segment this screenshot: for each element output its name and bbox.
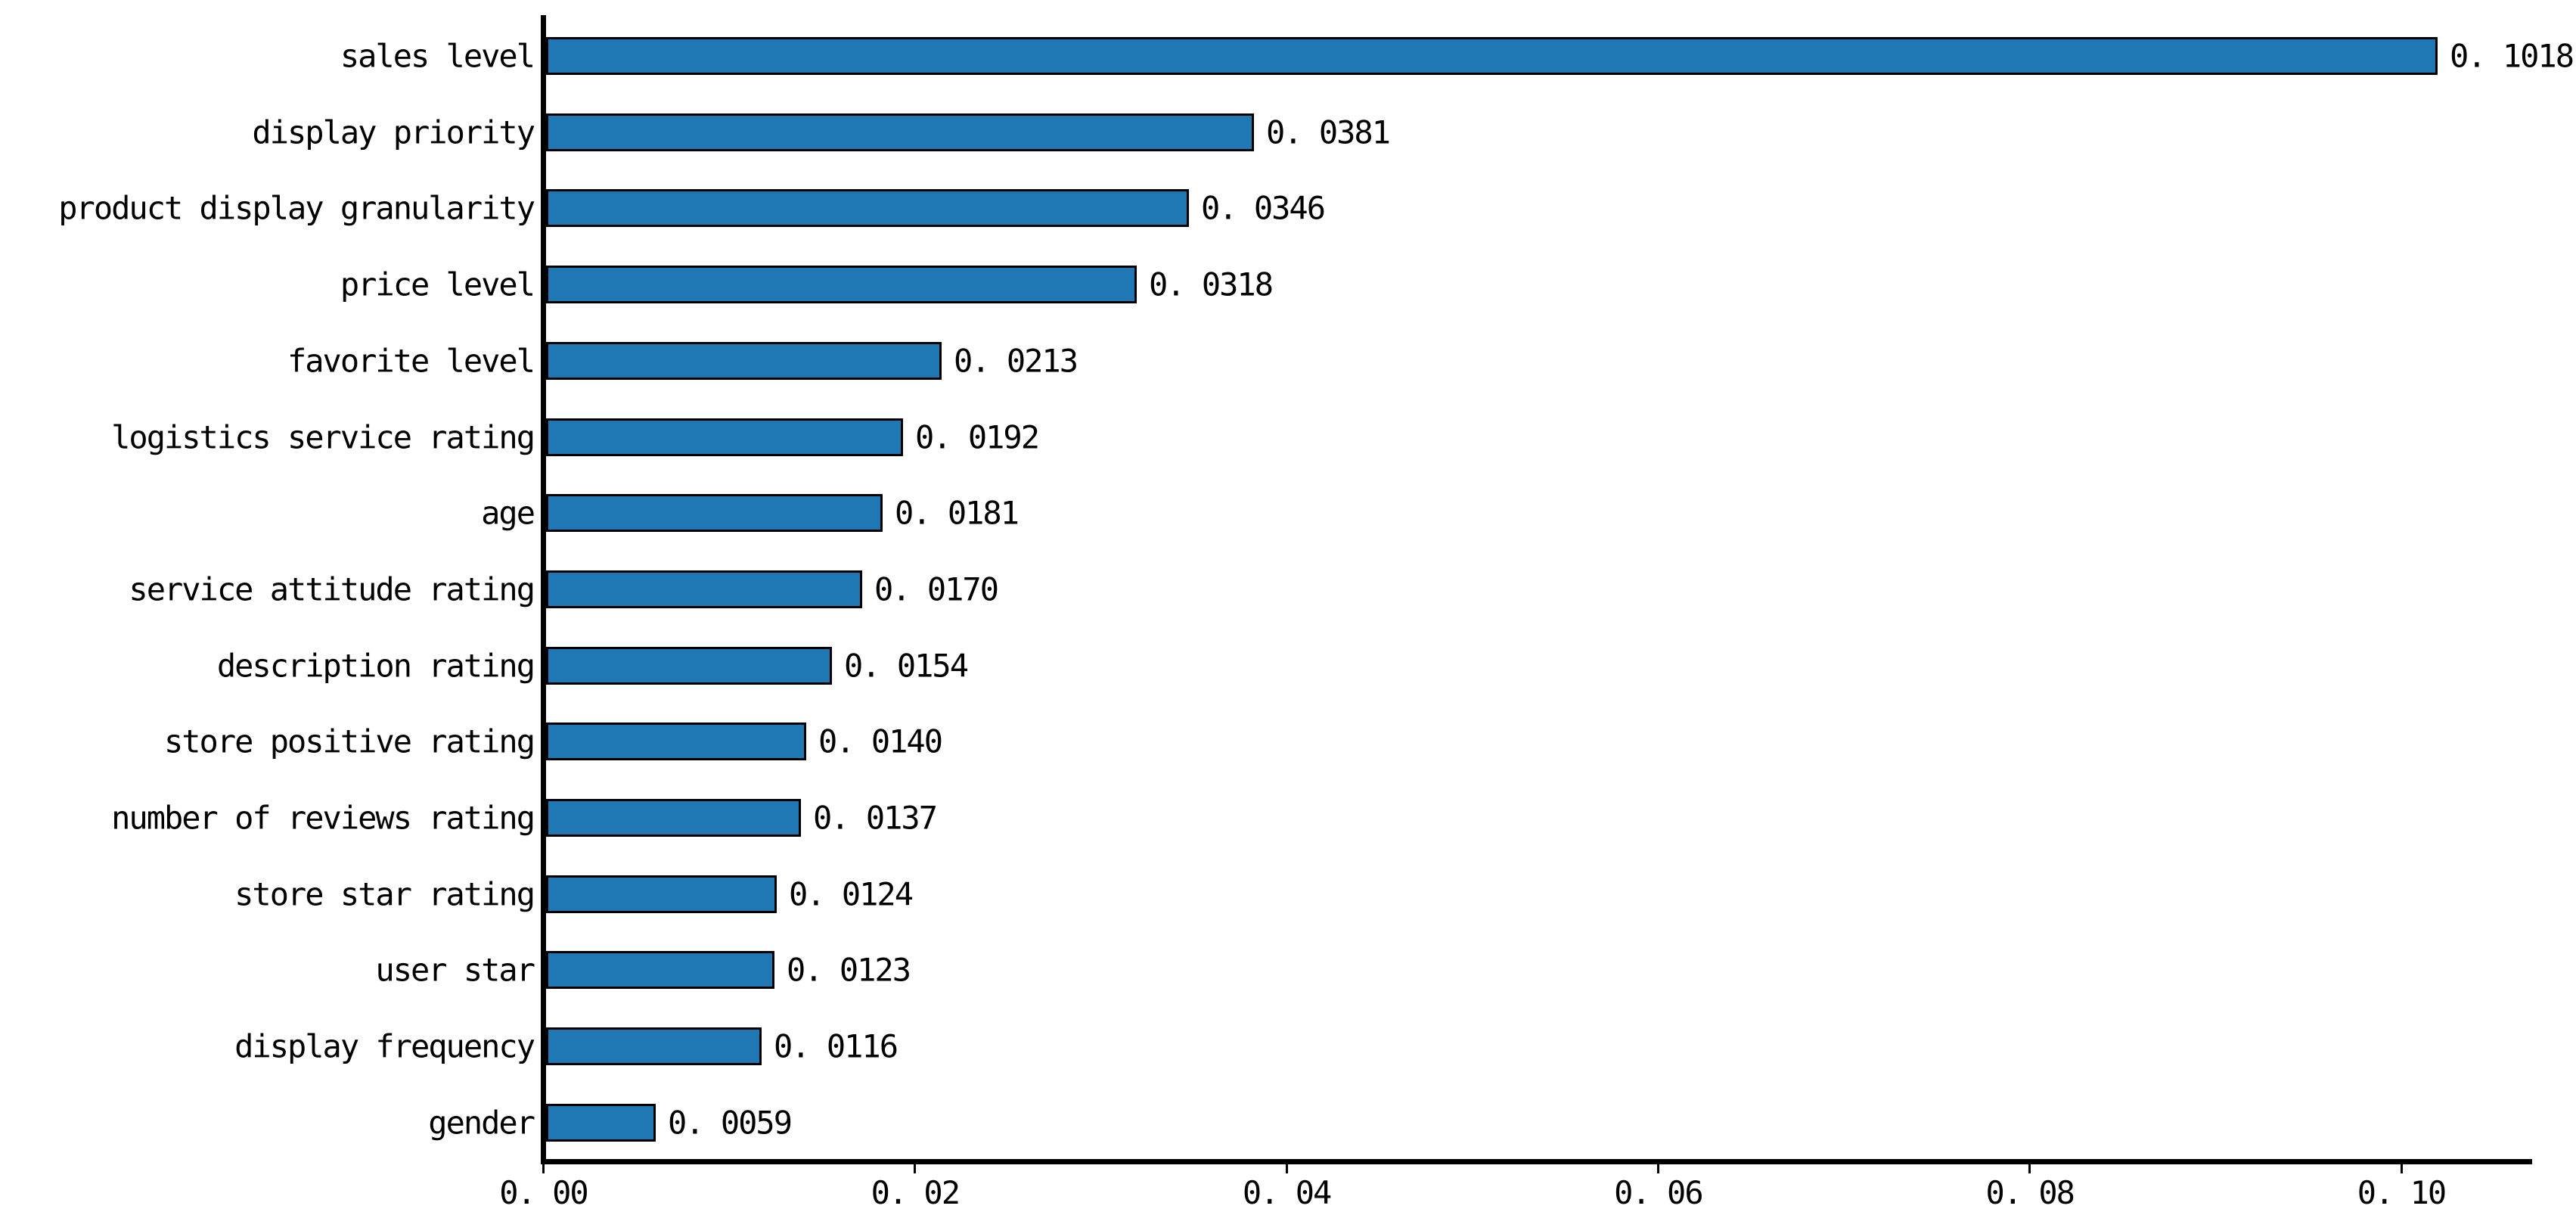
bar-value-label: 0. 0124 [789, 875, 914, 913]
bar-value-label: 0. 0140 [818, 723, 943, 760]
bar [546, 723, 806, 761]
category-label: favorite level [287, 342, 535, 380]
x-tick-mark [2028, 1164, 2031, 1173]
bar [546, 189, 1189, 228]
bar [546, 951, 774, 990]
x-tick-mark [542, 1164, 545, 1173]
bar-value-label: 0. 0123 [787, 951, 911, 989]
category-label: age [481, 494, 535, 532]
bar-value-label: 0. 1018 [2450, 37, 2574, 75]
bar-value-label: 0. 0154 [844, 647, 969, 685]
x-axis-line [541, 1159, 2532, 1164]
bar-value-label: 0. 0059 [668, 1104, 793, 1142]
x-tick-label: 0. 04 [1242, 1174, 1332, 1211]
bar [546, 799, 801, 837]
category-label: gender [428, 1104, 535, 1142]
bar-value-label: 0. 0213 [954, 342, 1079, 380]
category-label: store positive rating [163, 723, 535, 760]
bar-value-label: 0. 0192 [915, 418, 1040, 455]
category-label: display frequency [234, 1027, 535, 1065]
bar [546, 875, 777, 913]
bar-value-label: 0. 0381 [1266, 113, 1391, 151]
category-label: sales level [340, 37, 535, 75]
x-tick-label: 0. 00 [499, 1174, 588, 1211]
x-tick-mark [1656, 1164, 1659, 1173]
category-label: description rating [216, 647, 535, 685]
x-tick-label: 0. 10 [2357, 1174, 2447, 1211]
bar-value-label: 0. 0116 [774, 1027, 898, 1065]
bar [546, 1027, 762, 1066]
x-tick-label: 0. 08 [1985, 1174, 2075, 1211]
x-tick-label: 0. 02 [871, 1174, 961, 1211]
bar [546, 37, 2438, 75]
category-label: price level [340, 266, 535, 303]
bar [546, 646, 832, 685]
bar-value-label: 0. 0137 [813, 799, 938, 837]
bar-value-label: 0. 0318 [1149, 266, 1274, 303]
bar [546, 341, 942, 380]
bar [546, 570, 862, 608]
category-label: number of reviews rating [111, 799, 535, 837]
bar-value-label: 0. 0170 [874, 570, 999, 608]
bar [546, 113, 1254, 151]
x-tick-mark [2400, 1164, 2403, 1173]
x-tick-label: 0. 06 [1614, 1174, 1703, 1211]
y-axis-line [541, 15, 546, 1164]
category-label: display priority [252, 113, 535, 151]
bar [546, 418, 903, 456]
bar [546, 494, 883, 533]
category-label: store star rating [234, 875, 535, 913]
x-tick-mark [914, 1164, 917, 1173]
bar [546, 1103, 656, 1142]
category-label: service attitude rating [129, 570, 535, 608]
category-label: product display granularity [58, 189, 535, 227]
bar-value-label: 0. 0181 [895, 494, 1020, 532]
bar [546, 266, 1137, 304]
category-label: logistics service rating [111, 418, 535, 455]
bar-value-label: 0. 0346 [1201, 189, 1326, 227]
x-tick-mark [1285, 1164, 1288, 1173]
category-label: user star [375, 951, 535, 989]
